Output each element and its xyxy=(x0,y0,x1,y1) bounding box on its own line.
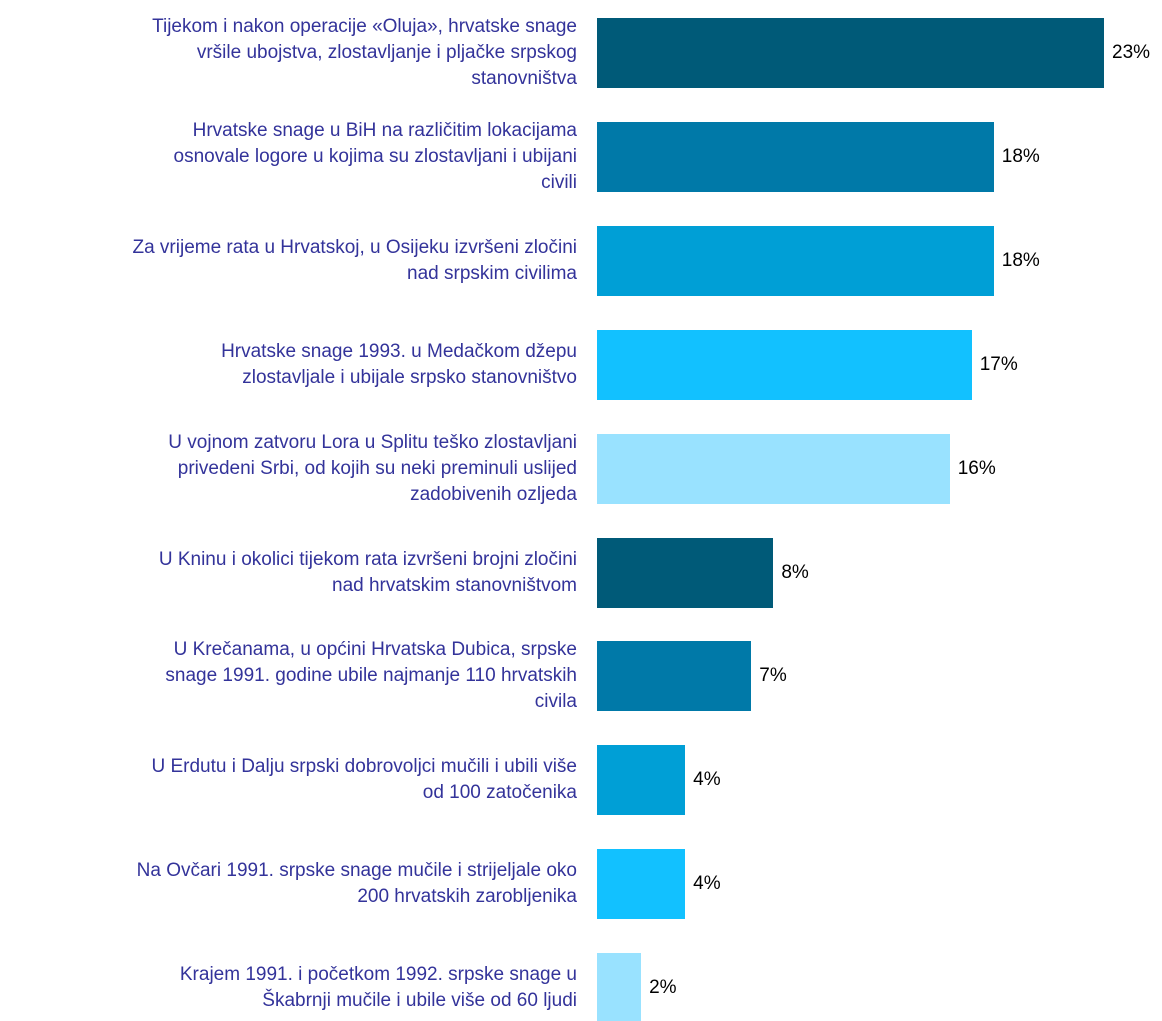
category-label: Na Ovčari 1991. srpske snage mučile i st… xyxy=(136,860,577,908)
bar xyxy=(597,745,686,816)
category-label: Hrvatske snage 1993. u Medačkom džepu zl… xyxy=(221,340,577,388)
category-label: U Erdutu i Dalju srpski dobrovoljci muči… xyxy=(151,756,577,804)
value-label: 18% xyxy=(1001,145,1040,167)
bar xyxy=(597,537,774,608)
value-label: 18% xyxy=(1001,249,1040,271)
bar xyxy=(597,329,972,400)
value-label: 4% xyxy=(693,769,721,791)
bar xyxy=(597,849,686,920)
value-label: 17% xyxy=(979,353,1018,375)
bar xyxy=(597,953,642,1021)
category-label: Hrvatske snage u BiH na različitim lokac… xyxy=(173,119,577,193)
value-label: 2% xyxy=(649,977,677,999)
bar xyxy=(597,225,994,296)
category-label: U vojnom zatvoru Lora u Splitu teško zlo… xyxy=(168,431,577,505)
value-label: 16% xyxy=(957,457,996,479)
category-label: U Krečanama, u općini Hrvatska Dubica, s… xyxy=(165,639,577,713)
value-label: 8% xyxy=(781,561,809,583)
category-label: U Kninu i okolici tijekom rata izvršeni … xyxy=(158,548,577,596)
value-label: 4% xyxy=(693,873,721,895)
bar xyxy=(597,18,1104,88)
category-label: Krajem 1991. i početkom 1992. srpske sna… xyxy=(179,964,577,1012)
category-label: Tijekom i nakon operacije «Oluja», hrvat… xyxy=(152,16,577,89)
bar xyxy=(597,641,752,712)
value-label: 23% xyxy=(1112,42,1151,63)
category-label: Za vrijeme rata u Hrvatskoj, u Osijeku i… xyxy=(132,236,577,284)
bar xyxy=(597,121,994,192)
bar xyxy=(597,433,950,504)
value-label: 7% xyxy=(759,665,787,687)
